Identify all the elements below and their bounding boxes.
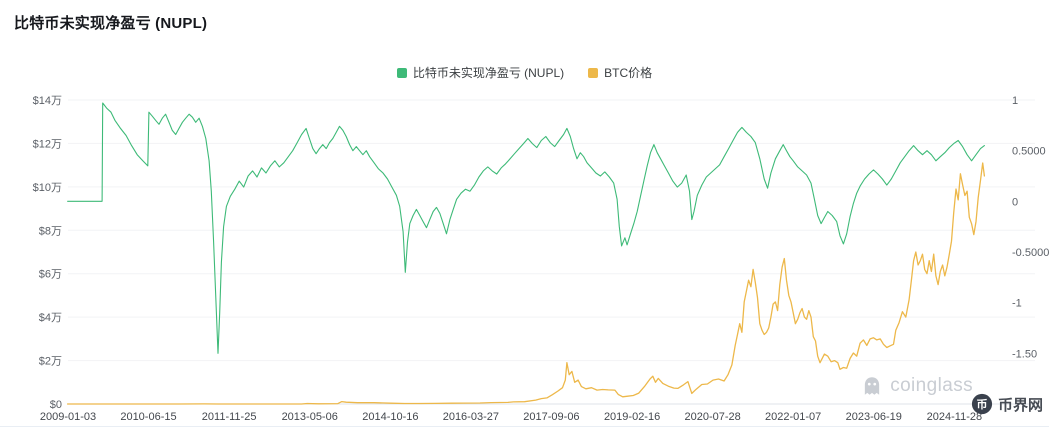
left-axis-label: $10万 <box>33 182 62 194</box>
right-axis-label: -1.50 <box>1012 348 1037 360</box>
btc-price-line <box>66 162 986 405</box>
x-axis-label: 2017-09-06 <box>523 411 579 423</box>
btc-price-legend-label: BTC价格 <box>604 66 653 80</box>
legend-item-btc-price[interactable]: BTC价格 <box>588 64 652 81</box>
bijiewang-brand[interactable]: 币 币界网 <box>971 393 1043 415</box>
bijiewang-brand-text: 币界网 <box>997 396 1043 414</box>
left-axis-label: $2万 <box>39 356 62 368</box>
x-axis-label: 2023-06-19 <box>846 411 902 423</box>
right-axis-label: -0.5000 <box>1012 247 1049 259</box>
nupl-line <box>67 102 985 354</box>
x-axis-label: 2016-03-27 <box>443 411 499 423</box>
x-axis-label: 2022-01-07 <box>765 411 821 423</box>
x-axis-label: 2010-06-15 <box>120 411 176 423</box>
coinglass-watermark: coinglass <box>861 375 973 397</box>
coinglass-watermark-text: coinglass <box>890 375 973 396</box>
nupl-legend-swatch <box>396 67 407 78</box>
bijiewang-logo-icon: 币 <box>971 393 993 415</box>
left-axis-label: $12万 <box>33 138 62 150</box>
right-axis-label: 1 <box>1012 95 1018 107</box>
legend-item-nupl[interactable]: 比特币未实现净盈亏 (NUPL) <box>396 64 565 81</box>
left-axis-label: $8万 <box>39 225 62 237</box>
x-axis-label: 2019-02-16 <box>604 411 660 423</box>
x-axis-label: 2013-05-06 <box>282 411 338 423</box>
btc-price-legend-swatch <box>588 67 599 78</box>
x-axis-label: 2020-07-28 <box>684 411 740 423</box>
right-axis-label: 0.5000 <box>1012 146 1046 158</box>
right-axis-label: 0 <box>1012 196 1018 208</box>
bijiewang-logo-glyph: 币 <box>976 398 987 411</box>
x-axis-label: 2011-11-25 <box>202 411 257 423</box>
coinglass-ghost-icon <box>865 377 880 395</box>
x-axis-label: 2009-01-03 <box>40 411 96 423</box>
left-axis-label: $4万 <box>39 312 62 324</box>
x-axis-label: 2014-10-16 <box>362 411 418 423</box>
right-axis-label: -1 <box>1012 298 1022 310</box>
chart-legend: 比特币未实现净盈亏 (NUPL) BTC价格 <box>0 64 1049 81</box>
page-title: 比特币未实现净盈亏 (NUPL) <box>14 15 208 32</box>
left-axis-label: $0 <box>50 399 62 411</box>
left-axis-label: $6万 <box>39 269 62 281</box>
nupl-legend-label: 比特币未实现净盈亏 (NUPL) <box>412 66 565 80</box>
left-axis-label: $14万 <box>33 95 62 107</box>
x-axis-label: 2024-11-28 <box>927 411 982 423</box>
